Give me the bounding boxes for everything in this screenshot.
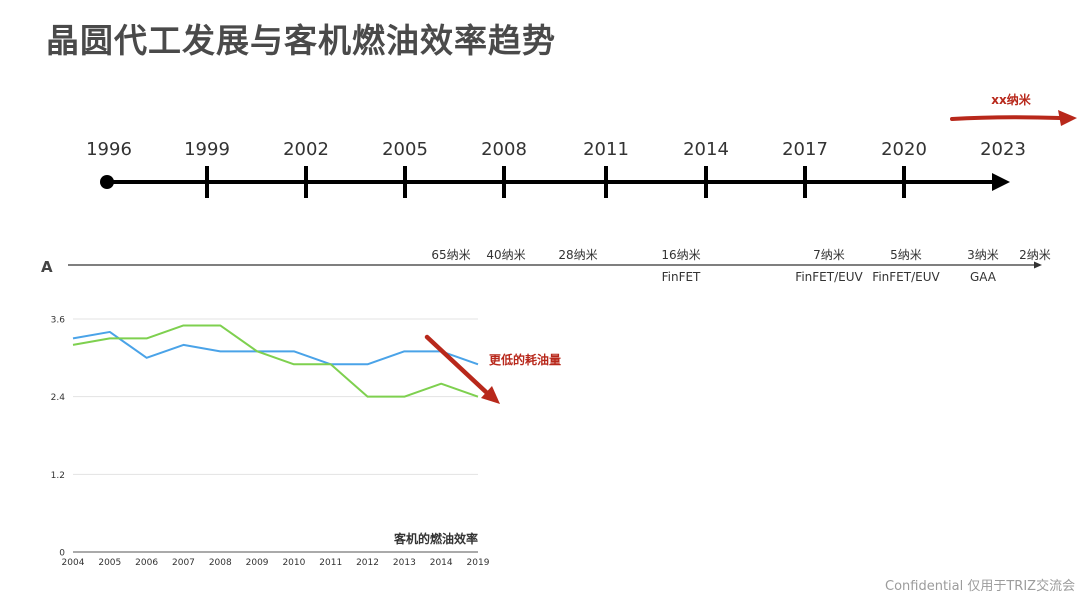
future-node-label: xx纳米: [991, 92, 1031, 107]
timeline-year-label: 2005: [382, 139, 428, 160]
slide-title: 晶圆代工发展与客机燃油效率趋势: [46, 21, 556, 60]
annotation-label: 更低的耗油量: [489, 352, 561, 367]
x-tick-label: 2011: [319, 558, 342, 568]
node-labels: 65纳米 40纳米 28纳米 16纳米 FinFET 7纳米 FinFET/EUV 5纳米 Fi…: [431, 248, 1050, 284]
future-arrow: xx纳米: [950, 92, 1077, 126]
y-tick-label: 3.6: [51, 316, 66, 326]
node-name-label: 28纳米: [558, 248, 597, 262]
y-tick-label: 2.4: [51, 393, 66, 403]
chart-gridlines: [73, 318, 478, 553]
node-name-label: 16纳米: [661, 248, 700, 262]
x-tick-label: 2013: [393, 558, 416, 568]
timeline-year-label: 2020: [881, 139, 927, 160]
fuel-annotation: 更低的耗油量: [424, 334, 561, 404]
series-line-2: [72, 324, 479, 398]
x-tick-label: 2019: [467, 558, 490, 568]
node-name-label: 3纳米: [967, 248, 999, 262]
node-tech-label: FinFET: [662, 270, 701, 284]
x-tick-label: 2014: [430, 558, 453, 568]
x-tick-label: 2007: [172, 558, 195, 568]
timeline-start-dot: [100, 175, 114, 189]
node-tech-label: FinFET/EUV: [872, 270, 940, 284]
series-line-1: [72, 330, 479, 366]
annotation-arrowhead: [481, 386, 500, 404]
y-tick-label: 1.2: [51, 471, 65, 481]
fuel-efficiency-chart: 01.22.43.6 2004 2005 2006 2007 2008 2009 2010 2…: [51, 316, 490, 569]
chart-title: 客机的燃油效率: [393, 531, 478, 546]
timeline-year-label: 2017: [782, 139, 828, 160]
timeline-year-label: 2008: [481, 139, 527, 160]
node-tech-label: GAA: [970, 270, 997, 284]
x-tick-label: 2006: [135, 558, 158, 568]
node-name-label: 2纳米: [1019, 248, 1051, 262]
timeline-year-label: 2023: [980, 139, 1026, 160]
timeline-year-label: 2002: [283, 139, 329, 160]
chart-x-tick-labels: 2004 2005 2006 2007 2008 2009 2010 2011 2012 2013…: [62, 558, 490, 568]
timeline-year-label: 2011: [583, 139, 629, 160]
node-name-label: 5纳米: [890, 248, 922, 262]
x-tick-label: 2012: [356, 558, 379, 568]
timeline-arrowhead: [992, 173, 1010, 191]
node-axis: A 65纳米 40纳米 28纳米 16纳米 FinFET 7纳米 FinFET/EUV 5纳米…: [41, 248, 1051, 284]
annotation-arrow-line: [424, 334, 489, 395]
timeline-ticks: [205, 166, 906, 198]
y-tick-label: 0: [59, 549, 65, 559]
footer-confidential: Confidential 仅用于TRIZ交流会: [885, 579, 1076, 594]
future-arrow-line: [950, 115, 1062, 121]
node-name-label: 7纳米: [813, 248, 845, 262]
chart-y-tick-labels: 0 1.2 2.4 3.6: [51, 316, 66, 559]
x-tick-label: 2004: [62, 558, 85, 568]
node-axis-label: A: [41, 258, 53, 276]
chart-series: [72, 324, 479, 398]
timeline-year-label: 1996: [86, 139, 132, 160]
timeline-year-label: 1999: [184, 139, 230, 160]
x-tick-label: 2008: [209, 558, 232, 568]
x-tick-label: 2009: [246, 558, 269, 568]
node-name-label: 65纳米: [431, 248, 470, 262]
timeline: 1996 1999 2002 2005 2008 2011 2014 2017 2020 2023: [86, 139, 1026, 198]
node-tech-label: FinFET/EUV: [795, 270, 863, 284]
x-tick-label: 2005: [98, 558, 121, 568]
timeline-year-label: 2014: [683, 139, 729, 160]
x-tick-label: 2010: [282, 558, 305, 568]
future-arrowhead: [1058, 110, 1077, 126]
node-axis-arrowhead: [1034, 261, 1042, 269]
node-name-label: 40纳米: [486, 248, 525, 262]
timeline-years: 1996 1999 2002 2005 2008 2011 2014 2017 2020 2023: [86, 139, 1026, 160]
